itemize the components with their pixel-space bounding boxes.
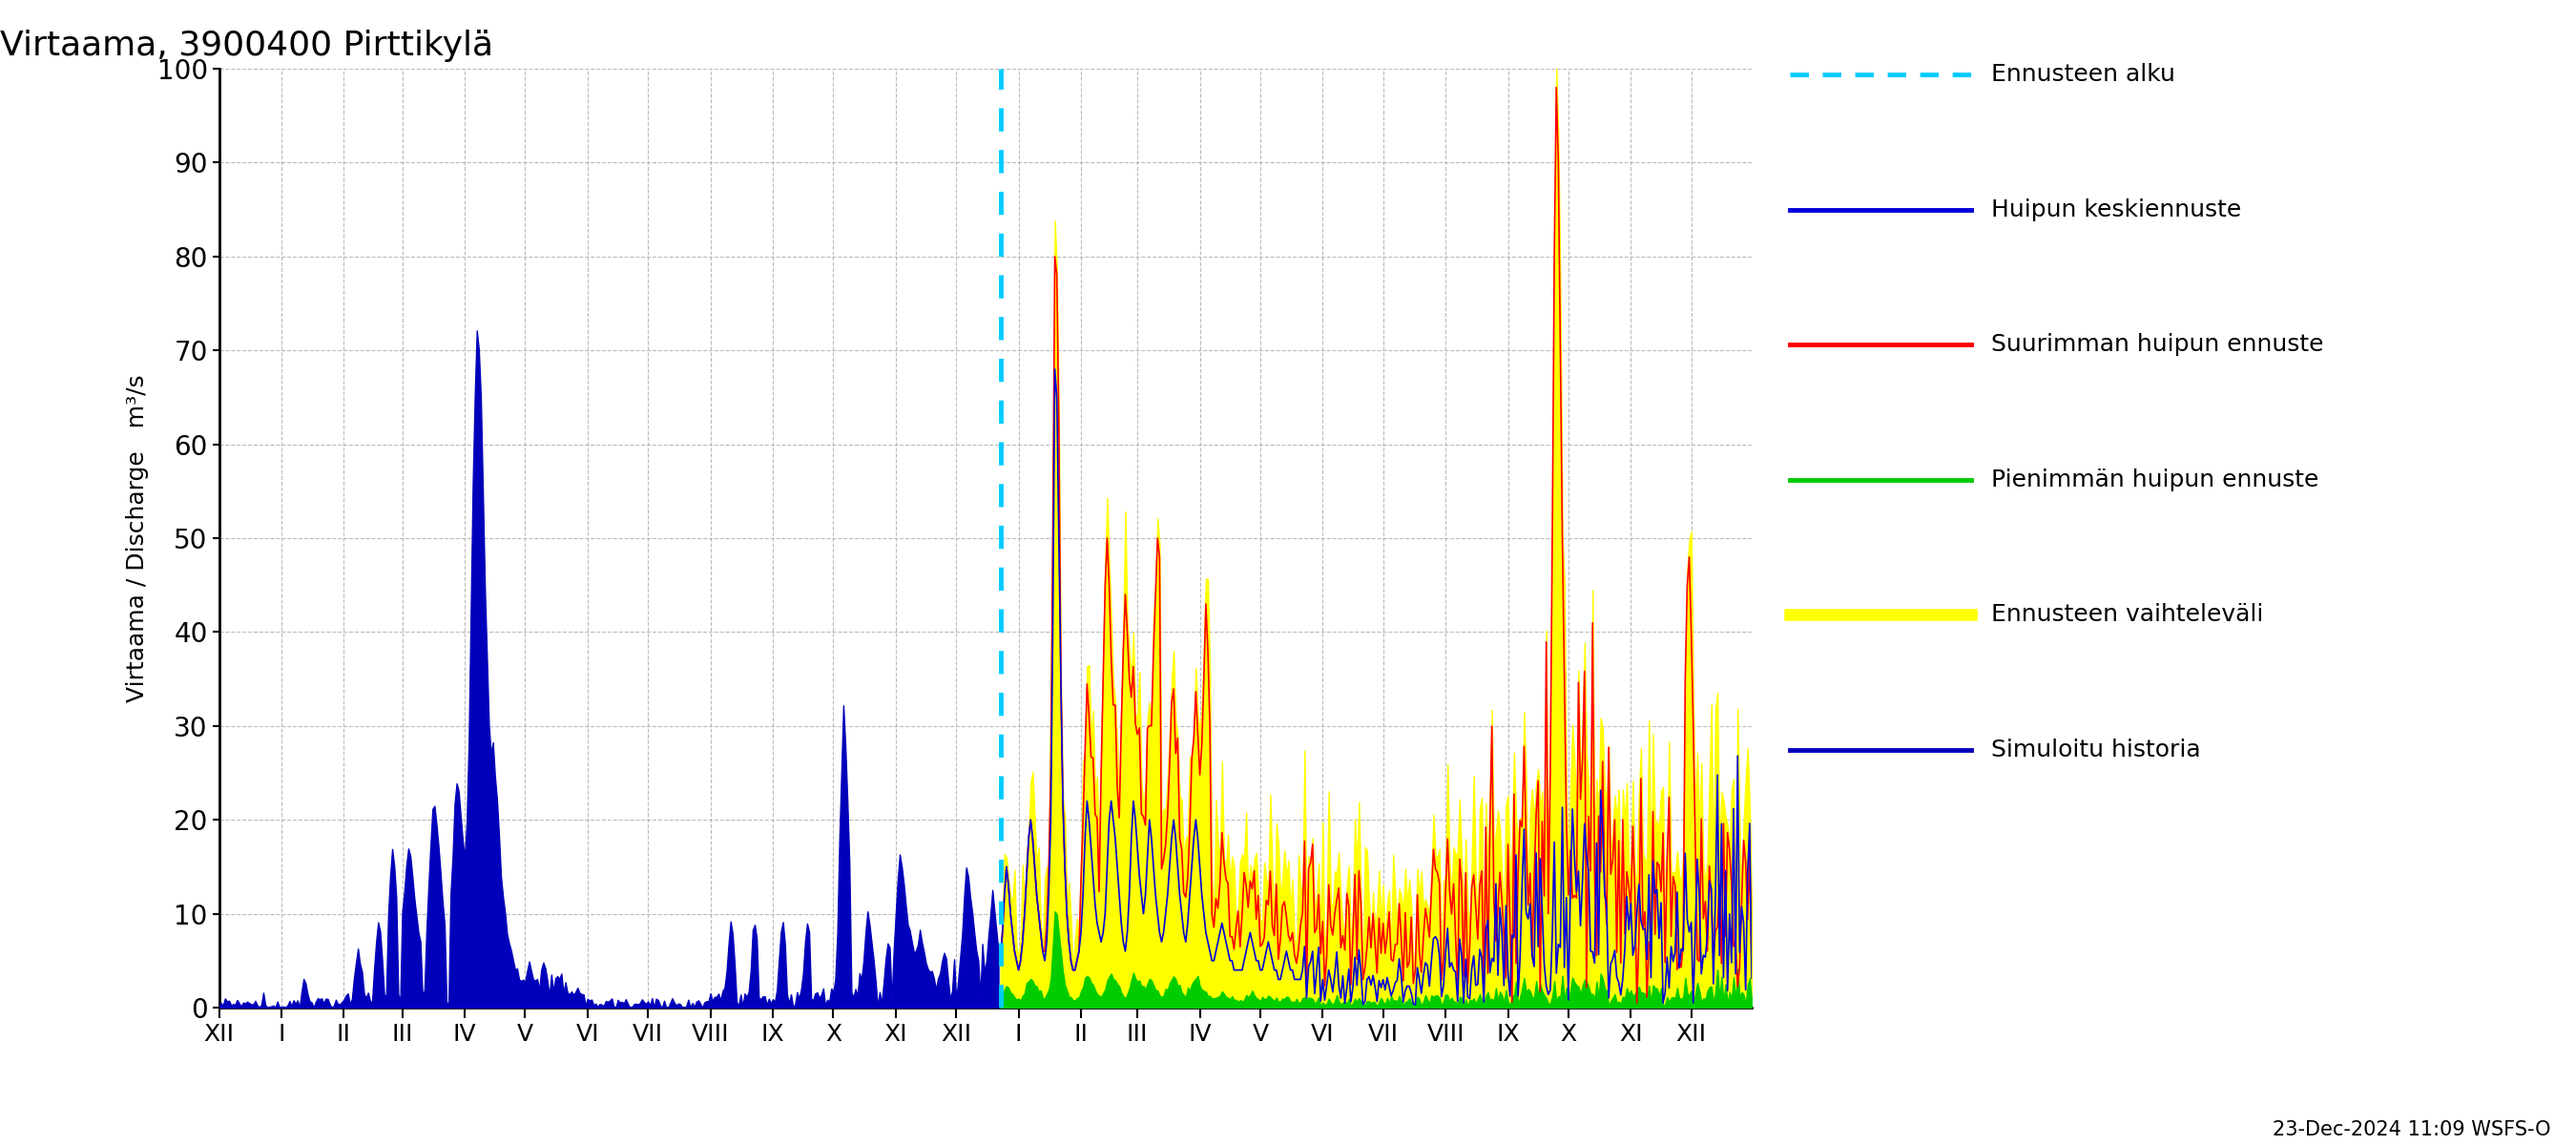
Text: Suurimman huipun ennuste: Suurimman huipun ennuste bbox=[1991, 333, 2324, 356]
Text: Simuloitu historia: Simuloitu historia bbox=[1991, 739, 2200, 761]
Text: Huipun keskiennuste: Huipun keskiennuste bbox=[1991, 198, 2241, 221]
Text: Ennusteen alku: Ennusteen alku bbox=[1991, 63, 2174, 86]
Y-axis label: Virtaama / Discharge   m³/s: Virtaama / Discharge m³/s bbox=[126, 374, 149, 702]
Text: Virtaama, 3900400 Pirttikylä: Virtaama, 3900400 Pirttikylä bbox=[0, 30, 492, 62]
Text: 23-Dec-2024 11:09 WSFS-O: 23-Dec-2024 11:09 WSFS-O bbox=[2272, 1120, 2550, 1139]
Text: Ennusteen vaihteleväli: Ennusteen vaihteleväli bbox=[1991, 603, 2264, 626]
Text: Pienimmän huipun ennuste: Pienimmän huipun ennuste bbox=[1991, 468, 2318, 491]
